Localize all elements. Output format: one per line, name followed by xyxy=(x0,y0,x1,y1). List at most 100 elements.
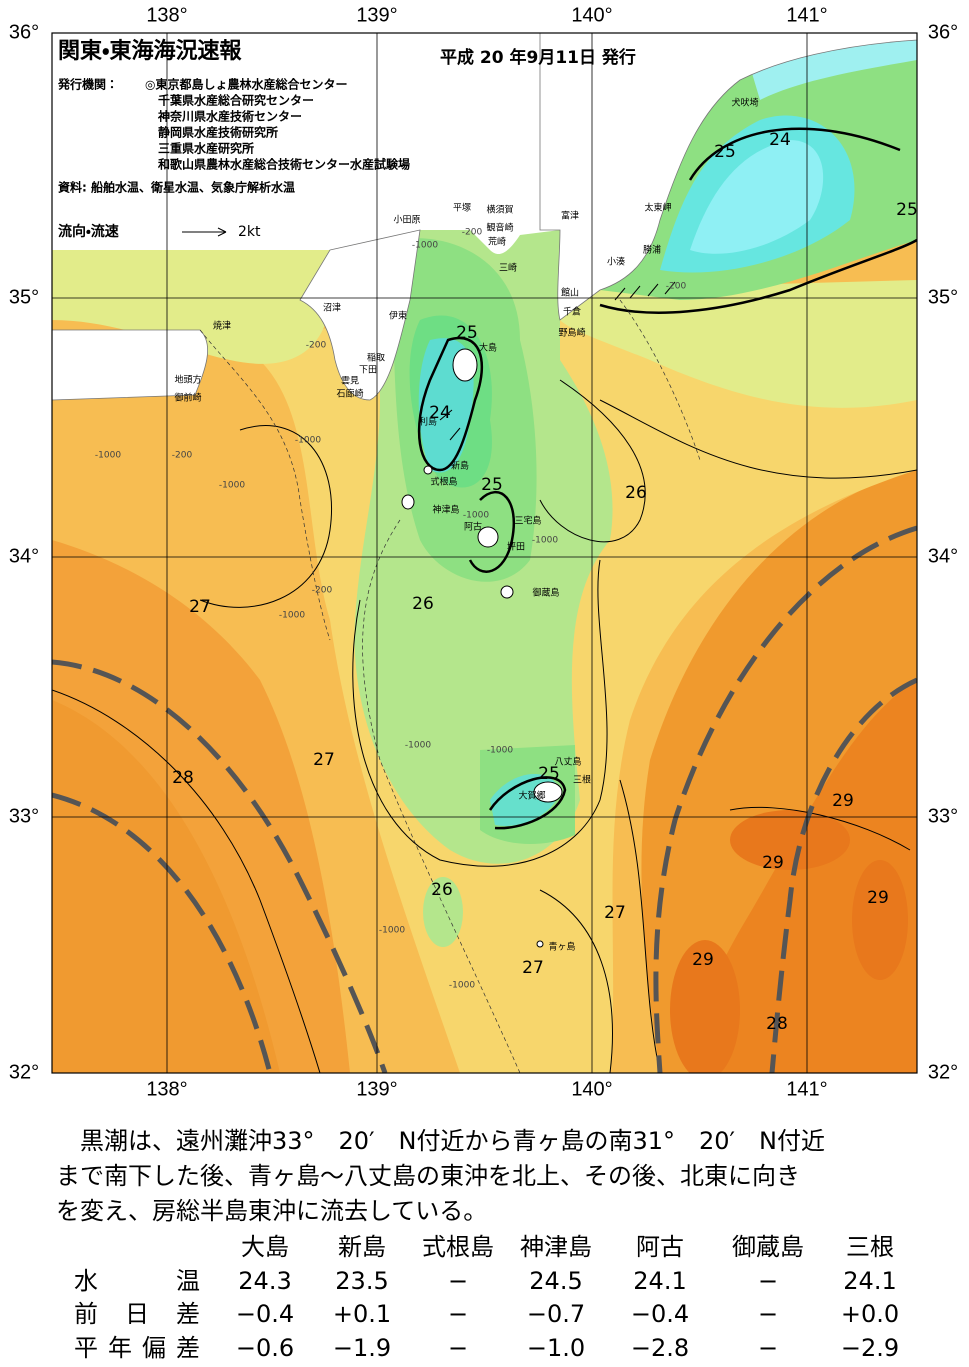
table-cell: 23.5 xyxy=(335,1267,388,1295)
isobath xyxy=(619,299,701,461)
lat-label: 33° xyxy=(928,805,958,827)
isobath xyxy=(199,329,331,641)
issuer: ◎東京都島しょ農林水産総合センター xyxy=(145,77,347,92)
row-label: 平年偏差 xyxy=(74,1334,200,1362)
table-cell: −0.6 xyxy=(236,1334,294,1362)
contour-label: 25 xyxy=(714,142,736,162)
boso-peninsula xyxy=(539,33,917,321)
contour xyxy=(488,776,567,830)
depth-label: -200 xyxy=(306,341,327,351)
island xyxy=(477,526,499,548)
place-name: 地頭方 xyxy=(174,374,201,386)
table-header: 式根島 xyxy=(422,1233,494,1261)
lon-label: 139° xyxy=(356,4,397,26)
place-name: 御前崎 xyxy=(174,392,201,404)
depth-label: -1000 xyxy=(532,536,558,546)
row-label: 水 温 xyxy=(74,1267,200,1295)
table-cell: −1.9 xyxy=(333,1334,391,1362)
island xyxy=(452,348,478,382)
depth-label: -1000 xyxy=(279,611,305,621)
lon-label: 140° xyxy=(571,4,612,26)
current-scale: 2kt xyxy=(238,224,261,240)
table-cell: − xyxy=(448,1267,468,1295)
island xyxy=(536,940,544,948)
table-cell: +0.1 xyxy=(333,1300,391,1328)
lon-label: 138° xyxy=(146,4,187,26)
table-header: 阿古 xyxy=(636,1233,684,1261)
issuer-label: 発行機関： xyxy=(57,77,118,92)
contours-thick xyxy=(417,127,917,830)
contour-label: 27 xyxy=(604,903,626,923)
issuer: 神奈川県水産技術センター xyxy=(157,109,302,124)
contour xyxy=(468,491,515,573)
table-cell: 24.5 xyxy=(529,1267,582,1295)
lat-label: 36° xyxy=(928,21,958,43)
sea-29 xyxy=(690,680,917,1073)
kuroshio-line xyxy=(52,792,273,1073)
depth-label: -1000 xyxy=(95,451,121,461)
depth-label: -1000 xyxy=(487,746,513,756)
place-name: 千倉 xyxy=(563,307,581,318)
contour-label: 25 xyxy=(481,475,503,495)
contour-label: 27 xyxy=(522,958,544,978)
sea-28-core xyxy=(52,700,280,1073)
issuer: 静岡県水産技術研究所 xyxy=(158,125,278,140)
contour-label: 28 xyxy=(172,768,194,788)
depth-label: -1000 xyxy=(379,926,405,936)
table-cell: − xyxy=(758,1267,778,1295)
table-header: 御蔵島 xyxy=(732,1233,804,1261)
place-name: 三崎 xyxy=(499,262,517,274)
contour-label: 25 xyxy=(538,764,560,784)
place-name: 太東岬 xyxy=(644,202,671,214)
depth-label: -1000 xyxy=(219,481,245,491)
map-body xyxy=(52,33,917,1073)
kuroshio-line xyxy=(769,677,917,1073)
land xyxy=(52,33,560,255)
place-name: 横須賀 xyxy=(486,204,513,216)
isobath xyxy=(362,519,521,1073)
table-header: 新島 xyxy=(338,1233,386,1261)
lat-label: 32° xyxy=(928,1061,958,1083)
contour-label: 25 xyxy=(456,323,478,343)
place-name: 小湊 xyxy=(607,256,625,268)
place-name: 大賀郷 xyxy=(518,790,545,802)
contours xyxy=(52,379,917,1073)
lat-label: 34° xyxy=(9,545,39,567)
contour-label: 26 xyxy=(625,483,647,503)
sea-23-ne xyxy=(690,140,824,254)
graticule xyxy=(52,33,917,1073)
contour xyxy=(599,238,917,314)
place-name: 犬吠埼 xyxy=(731,97,758,109)
place-name: 伊東 xyxy=(389,310,407,322)
contour xyxy=(539,379,646,543)
land-west xyxy=(52,329,208,401)
table-cell: − xyxy=(758,1334,778,1362)
issuer: 千葉県水産総合研究センター xyxy=(158,93,314,108)
sea-26-spot xyxy=(423,877,463,947)
summary-line: を変え、房総半島東沖に流去している。 xyxy=(56,1197,487,1225)
table-cell: −1.0 xyxy=(527,1334,585,1362)
map-title: 関東・東海海況速報 xyxy=(58,38,242,64)
lat-label: 34° xyxy=(928,545,958,567)
lon-label: 140° xyxy=(571,1078,612,1100)
table-cell: −2.8 xyxy=(631,1334,689,1362)
contour-label: 29 xyxy=(867,888,889,908)
lon-label: 138° xyxy=(146,1078,187,1100)
table-header: 大島 xyxy=(241,1233,289,1261)
table-cell: − xyxy=(758,1300,778,1328)
current-arrow xyxy=(439,409,453,421)
lon-label: 139° xyxy=(356,1078,397,1100)
kuroshio-line xyxy=(52,659,388,1073)
contour-label: 28 xyxy=(766,1014,788,1034)
place-name: 大島 xyxy=(479,342,497,354)
island xyxy=(401,494,415,510)
island xyxy=(533,781,563,803)
place-name: 小田原 xyxy=(393,215,420,226)
lat-label: 36° xyxy=(9,21,39,43)
current-arrow xyxy=(664,281,676,295)
lon-label: 141° xyxy=(786,1078,827,1100)
table-cell: − xyxy=(448,1300,468,1328)
contour xyxy=(417,336,484,472)
depth-label: -1000 xyxy=(412,241,438,251)
place-name: 沼津 xyxy=(323,303,341,314)
